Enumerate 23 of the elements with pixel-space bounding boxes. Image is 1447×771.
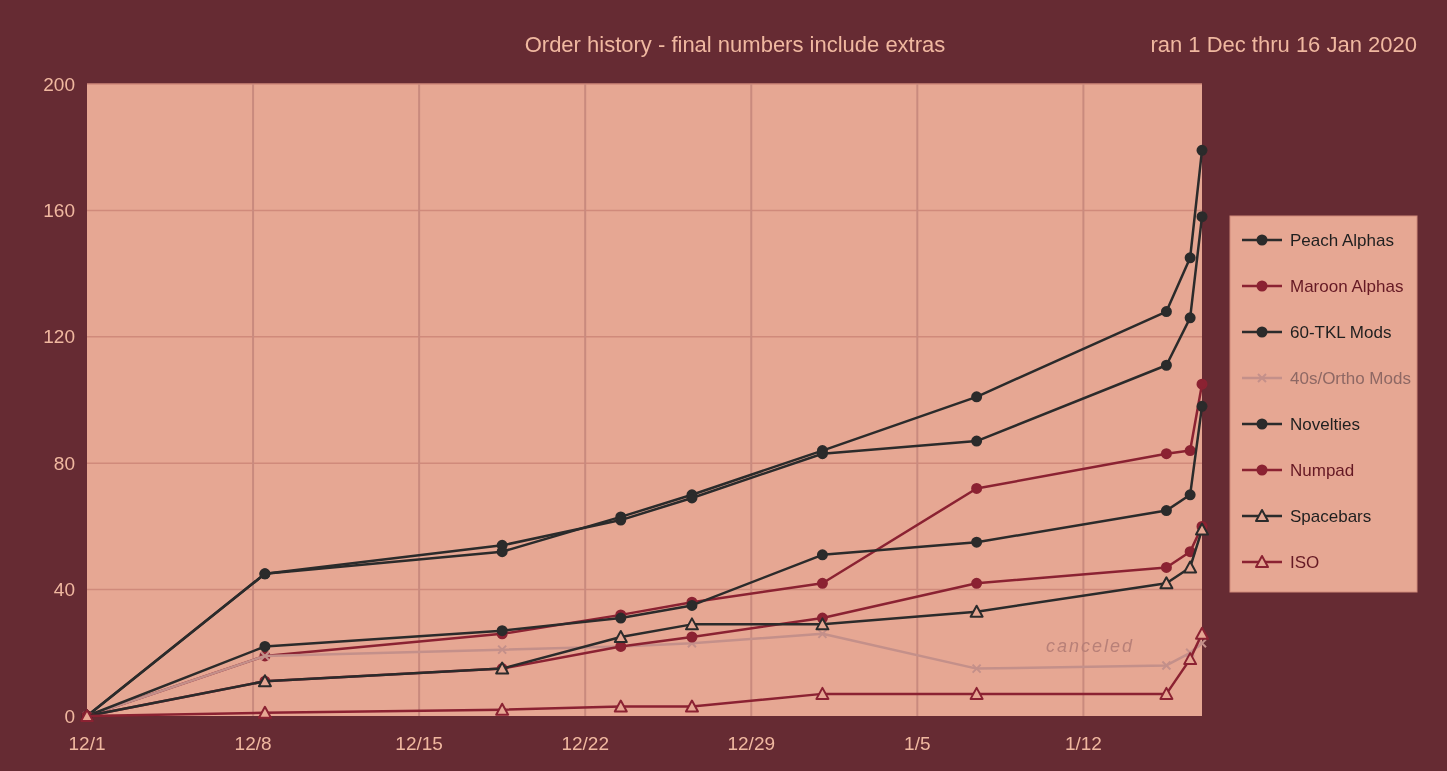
x-tick-label: 12/1 [68,733,106,754]
text: ran 1 Dec thru 16 Jan 2020 [1150,32,1417,57]
x-tick-label: 1/12 [1064,733,1102,754]
y-tick-label: 200 [43,73,75,95]
legend-label: Novelties [1290,414,1360,434]
legend-label: Spacebars [1290,506,1372,526]
y-tick-label: 120 [43,326,75,348]
x-tick-label: 12/22 [561,733,609,754]
x-tick-label: 12/15 [395,733,443,754]
x-tick-label: 12/8 [234,733,272,754]
y-tick-label: 160 [43,200,75,222]
y-tick-label: 0 [64,705,75,727]
y-tick-label: 40 [53,579,75,601]
legend-label: Numpad [1290,460,1355,480]
legend-label: 40s/Ortho Mods [1290,368,1411,388]
legend-label: 60-TKL Mods [1290,322,1392,342]
x-tick-label: 1/5 [904,733,931,754]
legend-label: ISO [1290,552,1320,572]
chart-subtitle: Order history - final numbers include extras [524,32,946,57]
legend-label: Peach Alphas [1290,230,1394,250]
y-tick-label: 80 [53,452,75,474]
x-tick-label: 12/29 [727,733,776,754]
legend-label: Maroon Alphas [1290,276,1404,296]
